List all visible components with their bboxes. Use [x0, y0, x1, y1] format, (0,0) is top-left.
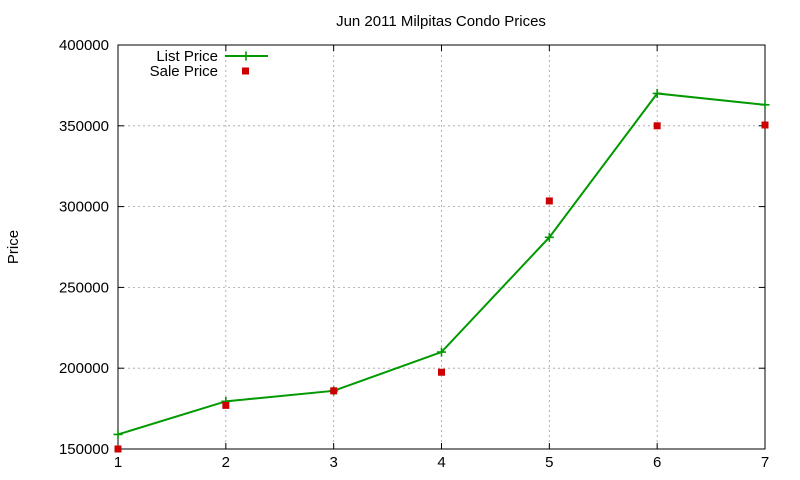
sale-price-point	[653, 122, 661, 130]
x-tick-label: 2	[222, 454, 230, 471]
series-line-list-price	[117, 92, 766, 436]
list-price-point	[113, 429, 123, 439]
legend-label-list-price: List Price	[156, 48, 218, 65]
legend: List Price Sale Price	[150, 48, 268, 80]
list-price-point	[437, 347, 446, 357]
sale-price-point	[761, 121, 769, 129]
legend-label-sale-price: Sale Price	[150, 63, 218, 80]
y-tick-label: 300000	[59, 199, 109, 216]
y-axis-label: Price	[5, 230, 22, 264]
chart-title: Jun 2011 Milpitas Condo Prices	[336, 13, 546, 30]
legend-marker-sale-price	[242, 67, 249, 75]
ticks-layer: 150000 200000 250000 300000 350000 400000 1 2 3 4…	[59, 37, 769, 471]
sale-price-point	[330, 387, 338, 395]
y-tick-label: 250000	[59, 279, 109, 296]
sale-price-point	[222, 401, 230, 409]
grid-layer	[118, 45, 765, 449]
sale-price-point	[545, 197, 553, 205]
x-tick-label: 4	[437, 454, 445, 471]
x-tick-label: 7	[761, 454, 769, 471]
list-price-point	[544, 232, 554, 242]
sale-price-point	[114, 445, 122, 453]
legend-marker-list-price	[241, 51, 251, 61]
y-tick-label: 400000	[59, 37, 109, 54]
x-tick-label: 3	[329, 454, 337, 471]
sale-price-point	[438, 368, 445, 376]
x-tick-label: 6	[653, 454, 661, 471]
list-price-point	[760, 100, 770, 110]
x-tick-label: 5	[545, 454, 553, 471]
y-tick-label: 350000	[59, 118, 109, 135]
y-tick-label: 200000	[59, 360, 109, 377]
x-tick-label: 1	[114, 454, 122, 471]
series-layer	[113, 88, 770, 453]
list-price-point	[652, 88, 662, 98]
y-tick-label: 150000	[59, 441, 109, 458]
